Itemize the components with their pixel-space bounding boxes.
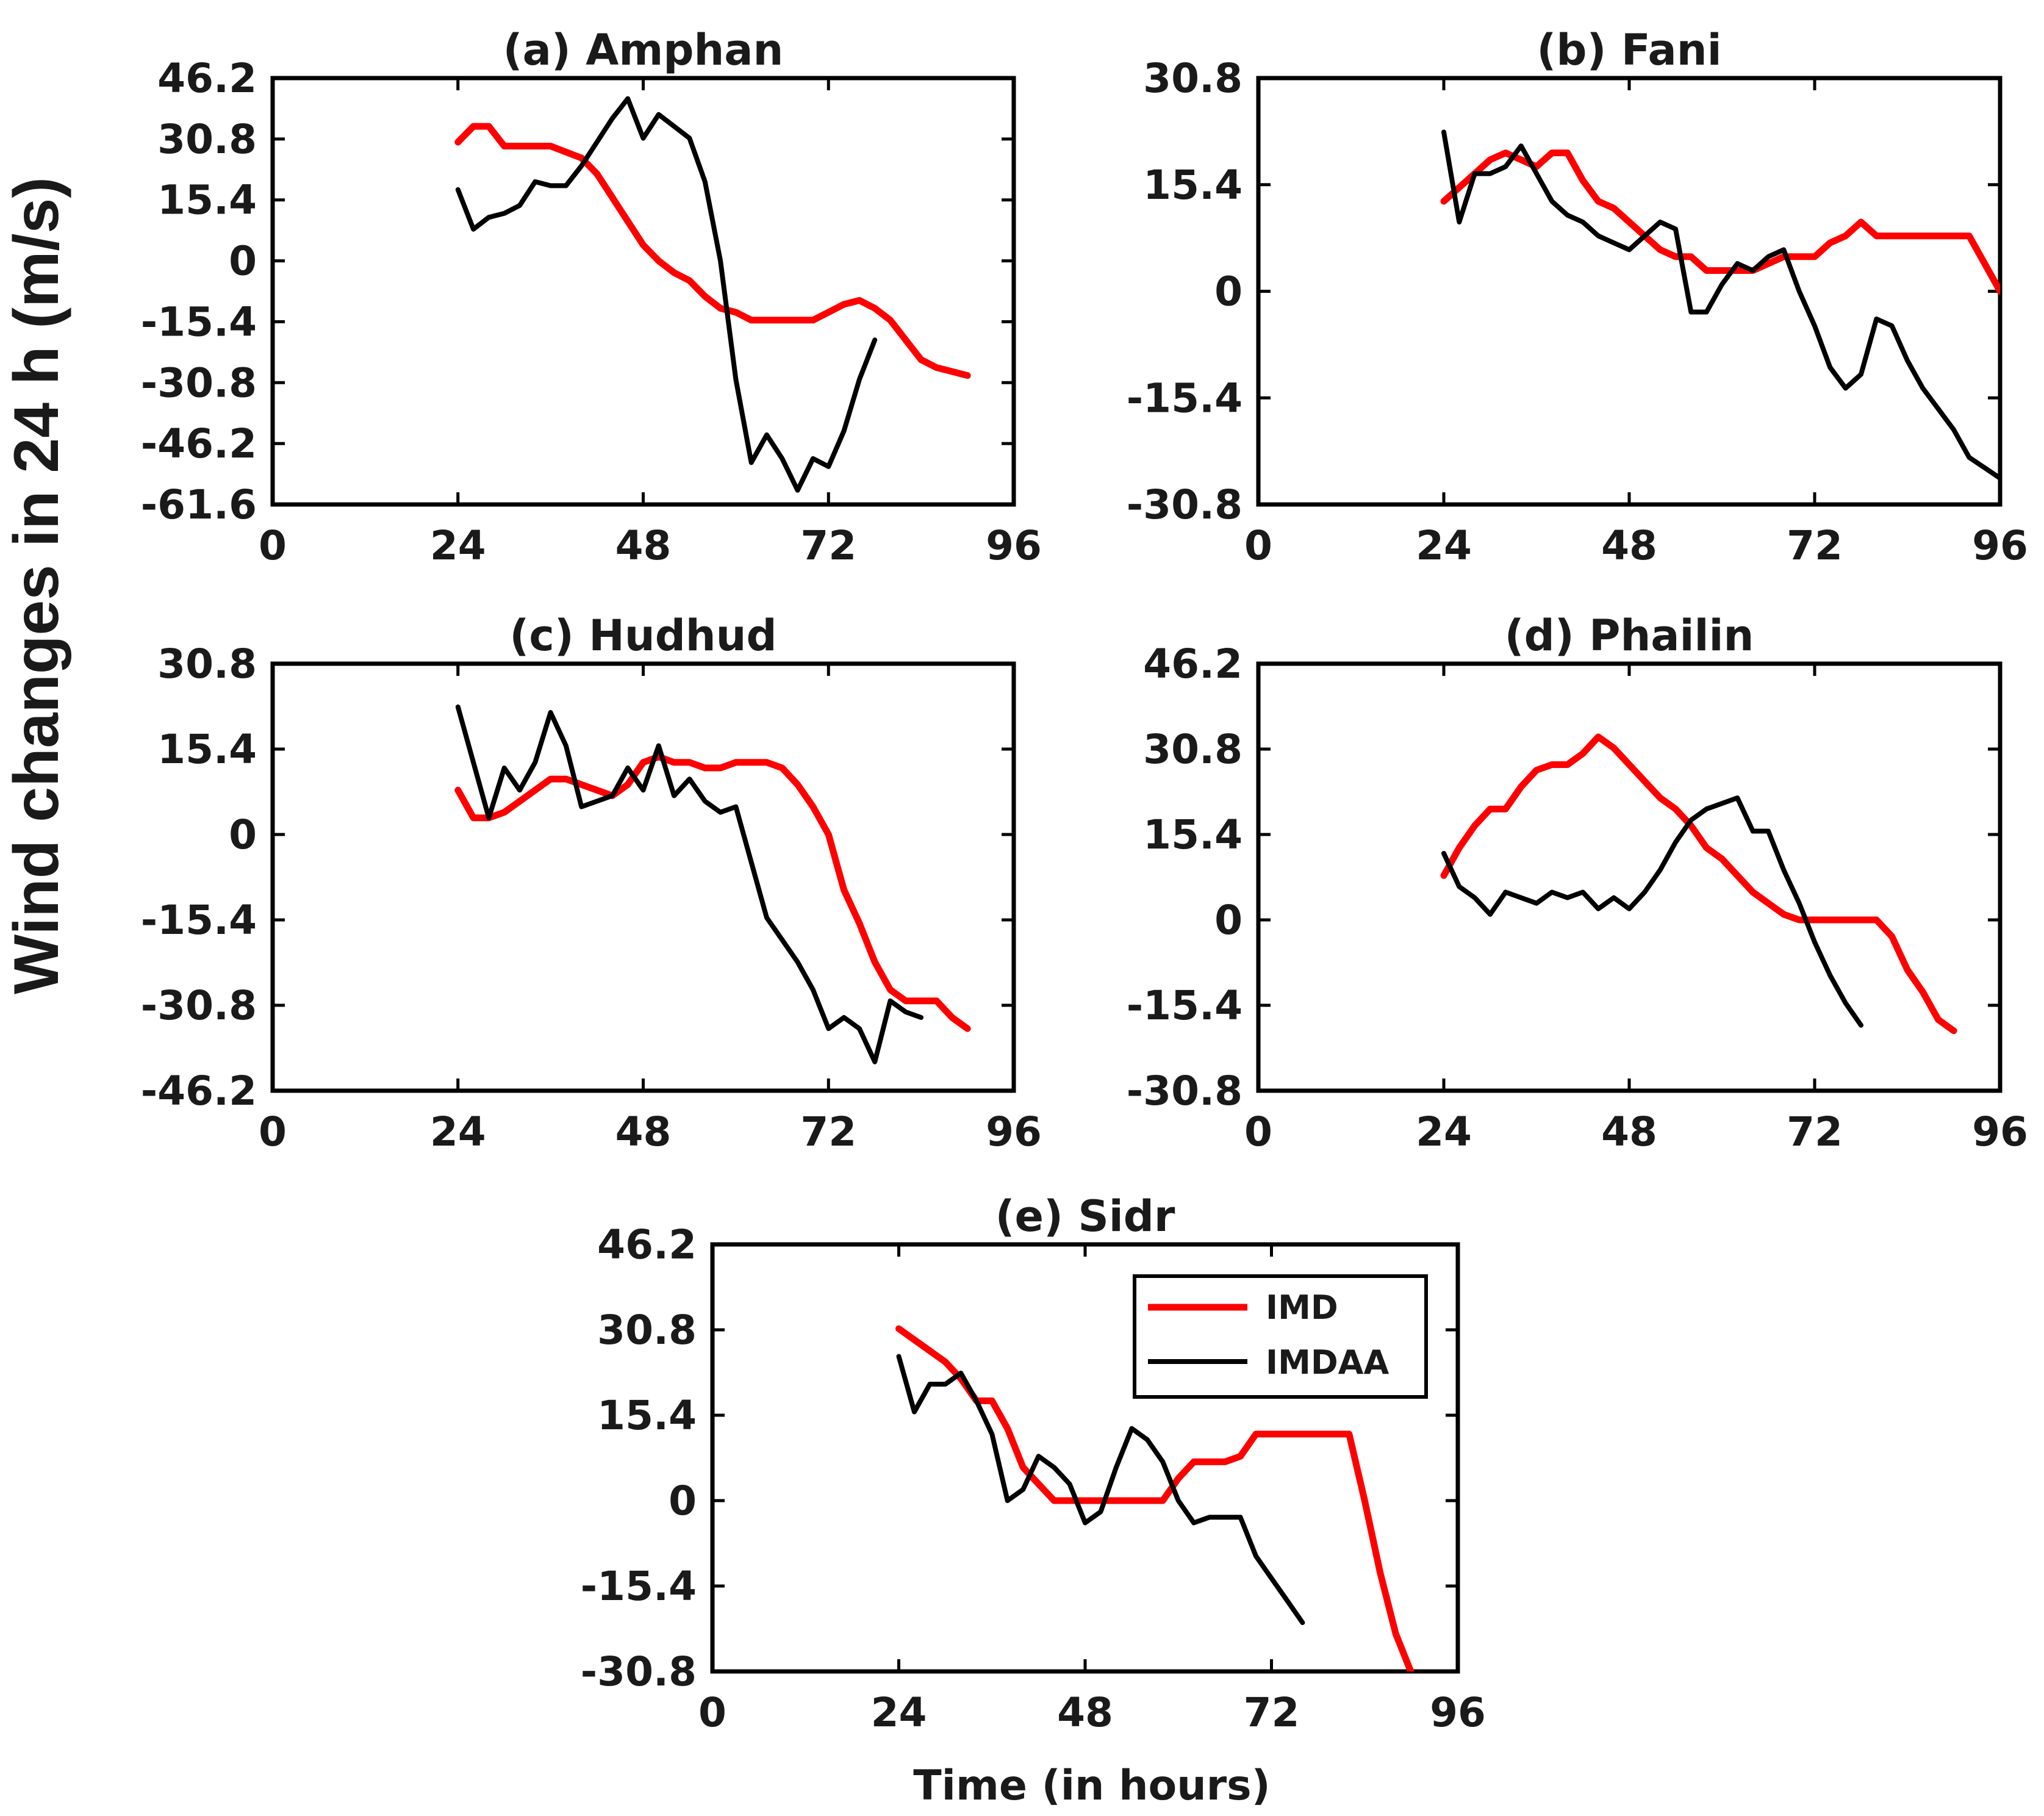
x-axis-label: Time (in hours) (913, 1762, 1270, 1810)
legend-box (1133, 1274, 1428, 1399)
plot-frame-amphan (270, 76, 1016, 507)
x-tick-label: 96 (1972, 1108, 2028, 1155)
y-tick-label: 30.8 (597, 1307, 697, 1354)
y-tick-label: 0 (229, 811, 257, 858)
y-tick-label: -46.2 (141, 420, 257, 467)
x-tick-label: 72 (800, 522, 856, 569)
y-tick-label: -15.4 (1127, 982, 1243, 1029)
x-tick-label: 48 (1601, 522, 1657, 569)
x-tick-label: 72 (1787, 522, 1843, 569)
y-tick-label: 0 (229, 238, 257, 285)
y-tick-label: 30.8 (1143, 726, 1243, 773)
x-tick-label: 0 (259, 522, 287, 569)
y-tick-label: -15.4 (141, 897, 257, 944)
series-line-imd-phailin (1440, 733, 1957, 1035)
x-tick-label: 24 (430, 522, 486, 569)
x-tick-label: 24 (430, 1108, 486, 1155)
x-tick-label: 0 (1244, 1108, 1272, 1155)
x-tick-label: 0 (698, 1689, 726, 1736)
y-tick-label: 15.4 (597, 1392, 697, 1439)
y-tick-label: 15.4 (1143, 811, 1243, 858)
x-tick-label: 96 (1972, 522, 2028, 569)
y-tick-label: 0 (669, 1477, 697, 1524)
x-tick-label: 24 (871, 1689, 927, 1736)
y-tick-label: 15.4 (1143, 162, 1243, 209)
panel-sidr: 46.230.815.40-15.4-30.80 24 48 72 96(e) Sidr (581, 1191, 1486, 1736)
y-tick-label: 30.8 (157, 641, 257, 687)
legend: IMD IMDAA (1133, 1274, 1428, 1399)
y-tick-label: 46.2 (1143, 641, 1243, 687)
y-tick-label: 0 (1214, 897, 1243, 944)
panel-phailin: 46.230.815.40-15.4-30.80 24 48 72 96(d) Phai… (1127, 611, 2028, 1155)
series-line-imdaa-amphan (455, 96, 878, 493)
y-axis-label: Wind changes in 24 h (m/s) (1, 177, 72, 994)
series-line-imd-sidr (895, 1325, 1415, 1671)
y-tick-label: 15.4 (157, 726, 257, 773)
series-line-imdaa-sidr (896, 1354, 1305, 1625)
series-line-imd-amphan (454, 123, 971, 379)
y-tick-label: -30.8 (141, 982, 257, 1029)
x-tick-label: 72 (800, 1108, 856, 1155)
series-line-imdaa-hudhud (455, 704, 924, 1064)
x-tick-label: 48 (615, 522, 672, 569)
x-tick-label: 24 (1416, 1108, 1472, 1155)
y-tick-label: -15.4 (141, 298, 257, 345)
series-line-imd-fani (1440, 149, 2000, 295)
x-tick-label: 24 (1416, 522, 1472, 569)
x-tick-label: 0 (259, 1108, 287, 1155)
y-tick-label: -15.4 (581, 1563, 697, 1610)
x-tick-label: 48 (1601, 1108, 1657, 1155)
panel-title-sidr: (e) Sidr (995, 1191, 1175, 1241)
x-tick-label: 72 (1244, 1689, 1300, 1736)
y-tick-label: -61.6 (141, 481, 257, 528)
y-tick-label: 15.4 (157, 177, 257, 224)
legend-label-imd: IMD (1266, 1288, 1338, 1327)
x-tick-label: 96 (986, 522, 1042, 569)
y-tick-label: -15.4 (1127, 375, 1243, 422)
panel-hudhud: 30.815.40-15.4-30.8-46.20 24 48 72 96(c) Hud… (141, 611, 1042, 1155)
legend-label-imdaa: IMDAA (1266, 1343, 1389, 1382)
x-tick-label: 48 (615, 1108, 672, 1155)
x-tick-label: 48 (1057, 1689, 1113, 1736)
panel-title-amphan: (a) Amphan (503, 25, 784, 75)
y-tick-label: 30.8 (157, 116, 257, 163)
y-tick-label: -46.2 (141, 1068, 257, 1114)
panel-title-fani: (b) Fani (1537, 25, 1721, 75)
x-tick-label: 72 (1787, 1108, 1843, 1155)
panel-fani: 30.815.40-15.4-30.80 24 48 72 96(b) Fani (1127, 25, 2028, 569)
series-line-imdaa-phailin (1441, 795, 1863, 1028)
series-line-imdaa-fani (1441, 129, 2000, 481)
y-tick-label: 0 (1214, 268, 1243, 315)
plot-frame-fani (1256, 76, 2003, 507)
y-tick-label: -30.8 (581, 1648, 697, 1695)
panel-title-phailin: (d) Phailin (1505, 611, 1754, 661)
panel-title-hudhud: (c) Hudhud (509, 611, 776, 661)
y-tick-label: -30.8 (141, 359, 257, 406)
y-tick-label: -30.8 (1127, 481, 1243, 528)
y-tick-label: 46.2 (157, 55, 257, 102)
y-tick-label: -30.8 (1127, 1068, 1243, 1114)
x-tick-label: 96 (1430, 1689, 1486, 1736)
x-tick-label: 96 (986, 1108, 1042, 1155)
y-tick-label: 30.8 (1143, 55, 1243, 102)
plot-frame-phailin (1256, 661, 2003, 1093)
y-tick-label: 46.2 (597, 1221, 697, 1268)
x-tick-label: 0 (1244, 522, 1272, 569)
series-line-imd-hudhud (454, 753, 971, 1032)
panel-amphan: 46.230.815.40-15.4-30.8-46.2-61.60 24 48 72… (141, 25, 1042, 569)
plot-frame-hudhud (270, 661, 1016, 1093)
